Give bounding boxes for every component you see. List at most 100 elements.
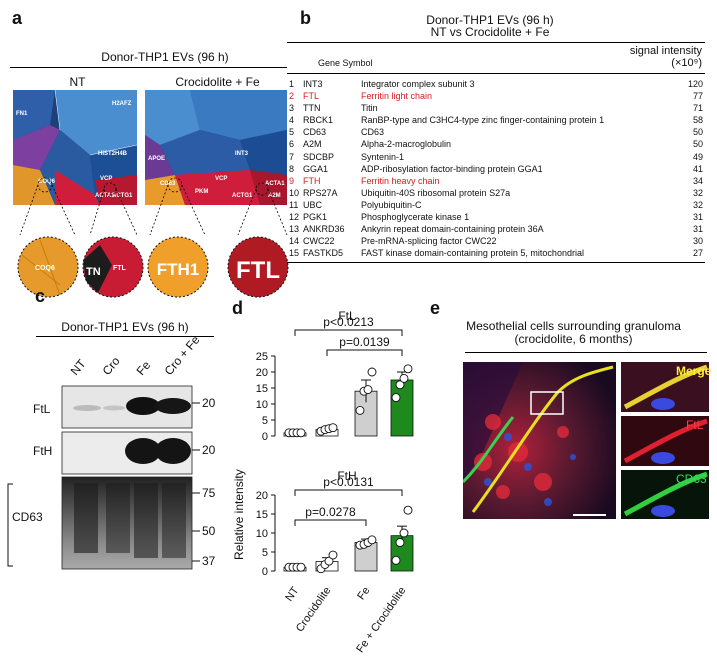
voronoi-cf-label: ACTG1 <box>232 193 253 199</box>
zoom-circles <box>17 236 289 298</box>
col-signal-unit: (×10⁹) <box>671 57 702 69</box>
row-gene: FTH <box>303 175 321 186</box>
row-description: Alpha-2-macroglobulin <box>361 139 452 150</box>
y-tick-label: 10 <box>256 399 268 411</box>
row-description: Integrator complex subunit 3 <box>361 79 475 89</box>
row-description: Titin <box>361 103 378 114</box>
row-number: 8 <box>289 163 295 174</box>
group-nt-label: NT <box>69 75 86 89</box>
voronoi-nt-label: ACTG1 <box>112 193 133 199</box>
marker-75: 75 <box>202 486 216 500</box>
table-row: 10 RPS27A Ubiquitin-40S ribosomal protein … <box>289 187 703 199</box>
zoom-label-ftl-small: FTL <box>113 265 127 272</box>
zoom-label-fth1: FTH1 <box>157 260 200 279</box>
row-description: RanBP-type and C3HC4-type zinc finger-co… <box>361 115 605 126</box>
y-tick-label: 0 <box>262 431 268 443</box>
panel-e-rule <box>465 352 707 353</box>
panel-a-rule <box>10 67 287 68</box>
row-value: 30 <box>692 236 703 247</box>
y-tick-label: 0 <box>262 566 268 578</box>
marker-20-fth: 20 <box>202 443 216 457</box>
voronoi-cf-label: CD63 <box>160 181 176 187</box>
row-value: 31 <box>692 224 703 235</box>
row-number: 3 <box>289 103 295 114</box>
ftl-chart-title: FtL <box>338 309 356 323</box>
table-row: 3 TTN Titin 71 <box>289 102 703 114</box>
cd63-bracket <box>7 483 13 567</box>
row-description: Pre-mRNA-splicing factor CWC22 <box>361 236 497 247</box>
table-row: 11 UBC Polyubiquitin-C 32 <box>289 199 703 211</box>
p-value: p=0.0139 <box>339 335 390 349</box>
data-point <box>324 556 334 566</box>
marker-50: 50 <box>202 524 216 538</box>
row-number: 12 <box>289 212 300 223</box>
table-row: 15 FASTKD5 FAST kinase domain-containing p… <box>289 247 703 259</box>
group-cf-label: Crocidolite + Fe <box>175 75 260 89</box>
row-value: 77 <box>692 91 703 102</box>
voronoi-nt-label: HIST2H4B <box>98 151 128 157</box>
row-gene: INT3 <box>303 79 323 89</box>
row-value: 50 <box>692 139 703 150</box>
panel-b-title-line1: Donor-THP1 EVs (96 h) <box>426 13 554 27</box>
row-gene: RBCK1 <box>303 115 334 126</box>
y-tick-label: 5 <box>262 547 268 559</box>
voronoi-cf-label: A2M <box>268 193 281 199</box>
data-point <box>399 373 409 383</box>
row-value: 58 <box>692 115 703 126</box>
lane-cro: Cro <box>100 354 123 378</box>
blot-cd63-label: CD63 <box>12 510 43 524</box>
row-gene: FASTKD5 <box>303 248 344 259</box>
row-description: Polyubiquitin-C <box>361 199 422 210</box>
col-gene-header: Gene Symbol <box>318 58 373 68</box>
x-tick-label: NT <box>283 585 301 604</box>
data-point <box>367 367 377 377</box>
table-row: 7 SDCBP Syntenin-1 49 <box>289 151 703 163</box>
voronoi-cf-label: VCP <box>215 176 227 182</box>
panel-e-title-line2: (crocidolite, 6 months) <box>514 332 633 346</box>
table-row: 14 CWC22 Pre-mRNA-splicing factor CWC22 30 <box>289 235 703 247</box>
voronoi-nt-label: H2AFZ <box>112 101 132 107</box>
fth-chart: 0 5 10 15 20 p<0.0131 p=0.0278 <box>256 475 414 578</box>
table-row: 9 FTH Ferritin heavy chain 34 <box>289 175 703 187</box>
row-gene: CD63 <box>303 127 327 138</box>
inset-ftl-label: FtL <box>686 418 704 432</box>
row-number: 6 <box>289 139 295 150</box>
row-description: Ubiquitin-40S ribosomal protein S27a <box>361 187 511 198</box>
data-point <box>328 550 338 560</box>
row-gene: GGA1 <box>303 163 329 174</box>
fluorescence-images <box>463 362 709 519</box>
row-value: 49 <box>692 151 703 162</box>
panel-b-label: b <box>300 8 311 28</box>
row-description: Ferritin light chain <box>361 91 433 102</box>
panel-b-title-line2: NT vs Crocidolite + Fe <box>430 25 550 39</box>
lane-cro-fe: Cro + Fe <box>162 336 203 378</box>
bar-charts: Relative intensity FtL FtH 0 5 10 15 20 25 p<0… <box>232 309 414 655</box>
row-gene: SDCBP <box>303 151 335 162</box>
row-gene: CWC22 <box>303 236 335 247</box>
blot-ftl-label: FtL <box>33 402 51 416</box>
y-tick-label: 10 <box>256 528 268 540</box>
ftl-chart: 0 5 10 15 20 25 p<0.0213 p=0.0139 <box>256 315 414 443</box>
significance-bracket <box>294 489 403 496</box>
voronoi-cf-label: APOE <box>148 156 165 162</box>
data-point <box>296 562 306 572</box>
row-number: 9 <box>289 175 295 186</box>
row-description: Ankyrin repeat domain-containing protein… <box>361 224 544 235</box>
blot-fth-label: FtH <box>33 444 53 458</box>
row-gene: UBC <box>303 199 323 210</box>
row-number: 2 <box>289 91 295 102</box>
row-gene: ANKRD36 <box>303 224 345 235</box>
y-tick-label: 25 <box>256 351 268 363</box>
fth-chart-title: FtH <box>337 469 356 483</box>
data-point <box>403 505 413 515</box>
voronoi-nt-label: COQ6 <box>38 179 56 185</box>
data-point <box>395 380 405 390</box>
voronoi-nt-label: FN1 <box>16 111 28 117</box>
row-gene: TTN <box>303 103 321 114</box>
y-tick-label: 20 <box>256 367 268 379</box>
table-top-rule <box>287 42 705 43</box>
data-point <box>363 385 373 395</box>
lane-labels: NT Cro Fe Cro + Fe <box>68 336 203 378</box>
row-number: 4 <box>289 115 295 126</box>
panel-a-label: a <box>12 8 23 28</box>
